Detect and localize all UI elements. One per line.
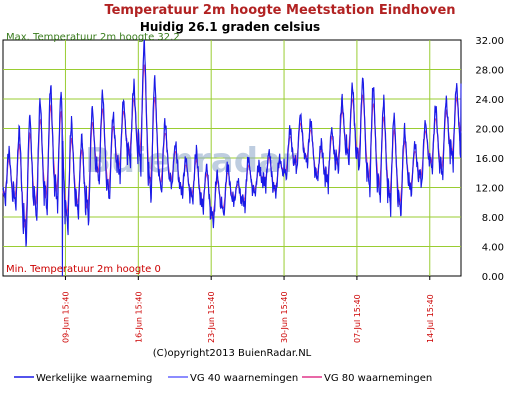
legend-label: VG 40 waarnemingen xyxy=(190,373,298,384)
x-tick-label: 14-Jul 15:40 xyxy=(426,294,435,343)
legend-label: Werkelijke waarneming xyxy=(36,373,152,384)
y-tick-label: 24.00 xyxy=(475,95,504,106)
max-temperature-label: Max. Temperatuur 2m hoogte 32.2 xyxy=(6,32,180,43)
legend: Werkelijke waarneming VG 40 waarnemingen V… xyxy=(14,373,432,384)
y-tick-label: 32.00 xyxy=(475,36,504,47)
series-actual-line xyxy=(2,39,462,277)
legend-label: VG 80 waarnemingen xyxy=(324,373,432,384)
y-tick-label: 0.00 xyxy=(482,272,504,283)
y-axis-ticks: 32.00 28.00 24.00 20.00 16.00 12.00 8.00 4.00 0.… xyxy=(475,36,504,283)
x-tick-label: 16-Jun 15:40 xyxy=(134,291,143,343)
y-tick-label: 20.00 xyxy=(475,125,504,136)
y-tick-label: 4.00 xyxy=(482,243,504,254)
x-tick-label: 30-Jun 15:40 xyxy=(280,291,289,343)
x-axis-ticks: 09-Jun 15:40 16-Jun 15:40 23-Jun 15:40 30-J… xyxy=(61,276,435,343)
y-tick-label: 16.00 xyxy=(475,154,504,165)
y-tick-label: 28.00 xyxy=(475,66,504,77)
x-tick-label: 09-Jun 15:40 xyxy=(61,291,70,343)
x-tick-label: 23-Jun 15:40 xyxy=(207,291,216,343)
series-layer xyxy=(2,39,462,277)
x-tick-label: 07-Jul 15:40 xyxy=(353,294,362,343)
copyright-text: (C)opyright2013 BuienRadar.NL xyxy=(153,348,312,359)
min-temperature-label: Min. Temperatuur 2m hoogte 0 xyxy=(6,264,161,275)
y-tick-label: 8.00 xyxy=(482,213,504,224)
chart-subtitle: Huidig 26.1 graden celsius xyxy=(140,20,320,34)
chart-title: Temperatuur 2m hoogte Meetstation Eindho… xyxy=(104,3,455,18)
y-tick-label: 12.00 xyxy=(475,184,504,195)
